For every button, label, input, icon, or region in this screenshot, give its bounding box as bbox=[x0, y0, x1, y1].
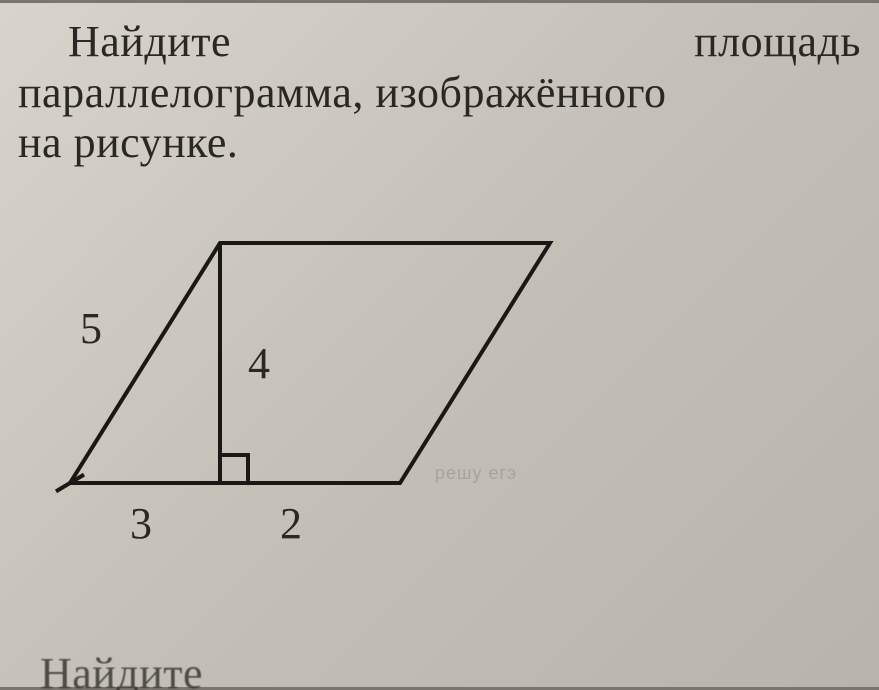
label-base-right: 2 bbox=[280, 499, 302, 548]
label-height: 4 bbox=[248, 339, 270, 388]
problem-card: Найдите площадь параллелограмма, изображ… bbox=[0, 0, 879, 690]
label-base-left: 3 bbox=[130, 499, 152, 548]
problem-line-1: Найдите площадь bbox=[18, 17, 861, 68]
parallelogram-figure: 5 4 3 2 bbox=[20, 203, 580, 583]
problem-line-3: на рисунке. bbox=[18, 118, 861, 169]
right-angle-marker bbox=[220, 455, 248, 483]
parallelogram-svg: 5 4 3 2 bbox=[20, 203, 580, 583]
problem-word-area: площадь bbox=[694, 17, 861, 68]
problem-line-2: параллелограмма, изображённого bbox=[18, 68, 861, 119]
problem-word-find: Найдите bbox=[18, 17, 231, 68]
next-problem-peek: Найдите bbox=[40, 648, 203, 690]
parallelogram-shape bbox=[70, 243, 550, 483]
problem-text: Найдите площадь параллелограмма, изображ… bbox=[0, 3, 879, 169]
watermark: решу егэ bbox=[435, 463, 517, 484]
label-slant-side: 5 bbox=[80, 304, 102, 353]
